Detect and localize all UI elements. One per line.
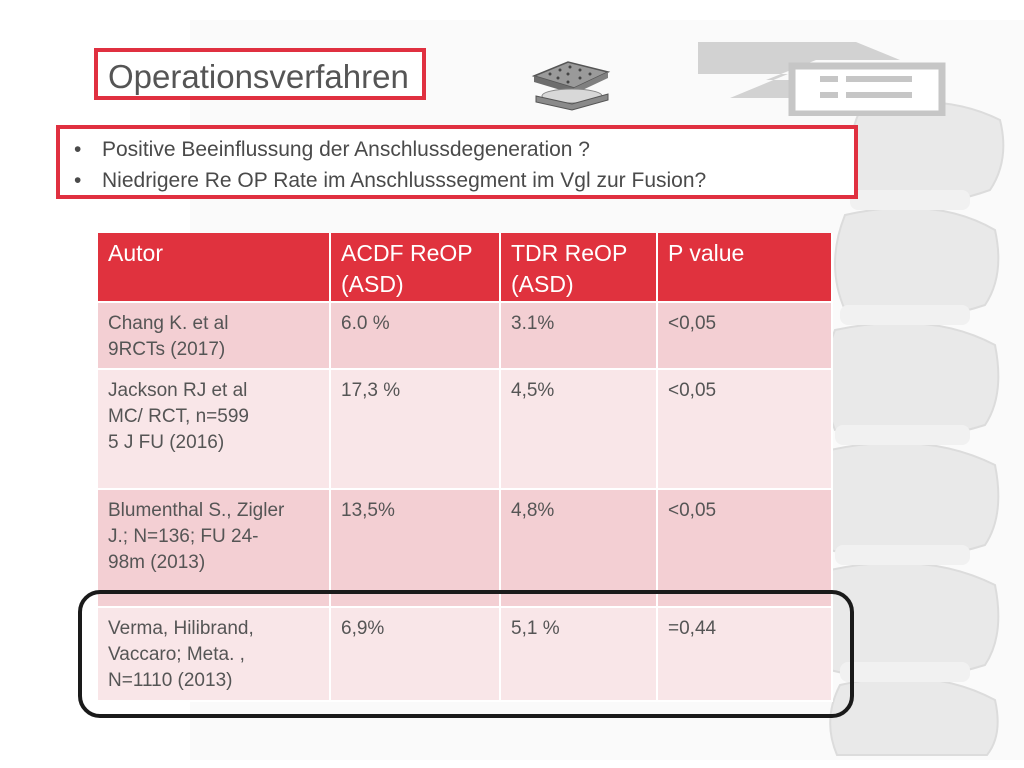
bullet-dot-icon: •: [74, 169, 82, 192]
cell-autor: Chang K. et al 9RCTs (2017): [96, 302, 331, 370]
results-table: Autor ACDF ReOP (ASD) TDR ReOP (ASD) P val…: [96, 233, 833, 702]
title-box: Operationsverfahren: [94, 48, 426, 100]
bullet-item-1: • Positive Beeinflussung der Anschlussdeg…: [74, 138, 590, 162]
cell-p-value: <0,05: [656, 302, 833, 370]
cell-tdr: 4,5%: [499, 369, 658, 490]
bullet-text-1: Positive Beeinflussung der Anschlussdege…: [102, 138, 590, 161]
table-row: Chang K. et al 9RCTs (2017) 6.0 % 3.1% <0…: [96, 302, 833, 370]
cell-tdr: 3.1%: [499, 302, 658, 370]
cell-acdf: 6,9%: [329, 607, 501, 702]
cell-autor: Blumenthal S., Zigler J.; N=136; FU 24- 98…: [96, 489, 331, 608]
page-title: Operationsverfahren: [108, 58, 409, 95]
cell-acdf: 6.0 %: [329, 302, 501, 370]
cell-autor: Jackson RJ et al MC/ RCT, n=599 5 J FU (20…: [96, 369, 331, 490]
table-row: Blumenthal S., Zigler J.; N=136; FU 24- 98…: [96, 489, 833, 608]
cell-p-value: =0,44: [656, 607, 833, 702]
header-acdf-reop: ACDF ReOP (ASD): [329, 233, 501, 303]
bullet-box: • Positive Beeinflussung der Anschlussdeg…: [56, 125, 858, 199]
bullet-text-2: Niedrigere Re OP Rate im Anschlusssegmen…: [102, 169, 707, 192]
cell-acdf: 13,5%: [329, 489, 501, 608]
cell-p-value: <0,05: [656, 489, 833, 608]
header-tdr-reop: TDR ReOP (ASD): [499, 233, 658, 303]
table-row: Verma, Hilibrand, Vaccaro; Meta. , N=1110 …: [96, 607, 833, 702]
disc-prosthesis-icon: [531, 61, 611, 111]
cell-p-value: <0,05: [656, 369, 833, 490]
header-p-value: P value: [656, 233, 833, 303]
cell-autor: Verma, Hilibrand, Vaccaro; Meta. , N=1110 …: [96, 607, 331, 702]
table-header-row: Autor ACDF ReOP (ASD) TDR ReOP (ASD) P val…: [96, 233, 833, 303]
cell-acdf: 17,3 %: [329, 369, 501, 490]
bullet-item-2: • Niedrigere Re OP Rate im Anschlusssegme…: [74, 169, 706, 193]
header-autor: Autor: [96, 233, 331, 303]
document-arrow-logo: [698, 42, 946, 116]
cell-tdr: 5,1 %: [499, 607, 658, 702]
bullet-dot-icon: •: [74, 138, 82, 161]
cell-tdr: 4,8%: [499, 489, 658, 608]
table-row: Jackson RJ et al MC/ RCT, n=599 5 J FU (20…: [96, 369, 833, 490]
